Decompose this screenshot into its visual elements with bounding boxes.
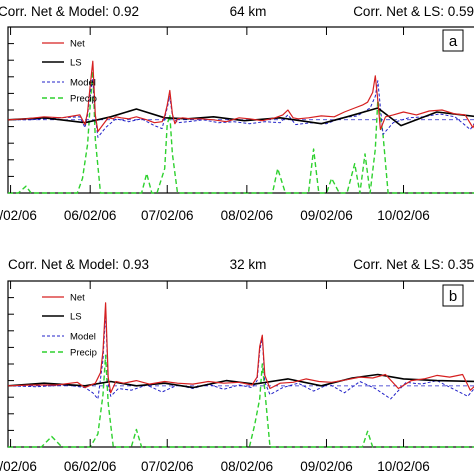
x-tick-label: 05/02/06 [0, 208, 37, 223]
panel-b-label-box [442, 284, 464, 307]
x-tick-label: 09/02/06 [300, 459, 353, 474]
legend-label-precip: Precip [70, 94, 97, 105]
panel-b-header-left: Corr. Net & Model: 0.93 [8, 257, 149, 272]
panel-a-label: a [449, 33, 458, 50]
x-tick-label: 09/02/06 [300, 208, 353, 223]
legend-label-ls: LS [70, 312, 82, 323]
x-tick-label: 10/02/06 [377, 208, 430, 223]
x-tick-label: 07/02/06 [141, 208, 194, 223]
panel-a-series-net [7, 60, 474, 133]
panel-b-legend: Net LS Model Precip [42, 293, 97, 359]
panel-b-label: b [449, 288, 457, 305]
panel-a-series-ls [7, 107, 474, 127]
x-tick-label: 08/02/06 [221, 459, 274, 474]
panel-a-x-axis: 05/02/06 06/02/06 07/02/06 08/02/06 09/02/06… [0, 27, 430, 223]
x-tick-label: 10/02/06 [377, 459, 430, 474]
panel-a-header-center: 64 km [230, 4, 267, 19]
panel-a-legend: Net LS Model Precip [42, 39, 97, 105]
panel-b-x-axis: 05/02/06 06/02/06 07/02/06 08/02/06 09/02/06… [0, 281, 430, 474]
panel-a: Corr. Net & Model: 0.92 64 km Corr. Net … [0, 4, 474, 223]
panel-b-header-right: Corr. Net & LS: 0.35 [353, 257, 474, 272]
panel-a-label-box [442, 29, 464, 52]
panel-b-plot-frame [7, 280, 474, 448]
legend-label-net: Net [70, 293, 85, 304]
legend-label-model: Model [70, 78, 96, 89]
x-tick-label: 05/02/06 [0, 459, 37, 474]
legend-label-net: Net [70, 39, 85, 50]
legend-label-model: Model [70, 332, 96, 343]
panel-b-series-precip [8, 354, 474, 448]
panel-a-marks [7, 43, 474, 194]
legend-label-ls: LS [70, 58, 82, 69]
panel-b-header-center: 32 km [230, 257, 267, 272]
legend-label-precip: Precip [70, 348, 97, 359]
x-tick-label: 06/02/06 [64, 208, 117, 223]
x-tick-label: 07/02/06 [141, 459, 194, 474]
panel-b-marks [7, 297, 474, 448]
x-tick-label: 08/02/06 [221, 208, 274, 223]
panel-a-series-precip [8, 70, 474, 194]
x-tick-label: 06/02/06 [64, 459, 117, 474]
panel-a-header-left: Corr. Net & Model: 0.92 [0, 4, 139, 19]
panel-a-plot-frame [7, 26, 474, 194]
panel-b-series-net [7, 302, 474, 394]
panel-a-header-right: Corr. Net & LS: 0.59 [353, 4, 474, 19]
panel-b: Corr. Net & Model: 0.93 32 km Corr. Net … [0, 257, 474, 474]
